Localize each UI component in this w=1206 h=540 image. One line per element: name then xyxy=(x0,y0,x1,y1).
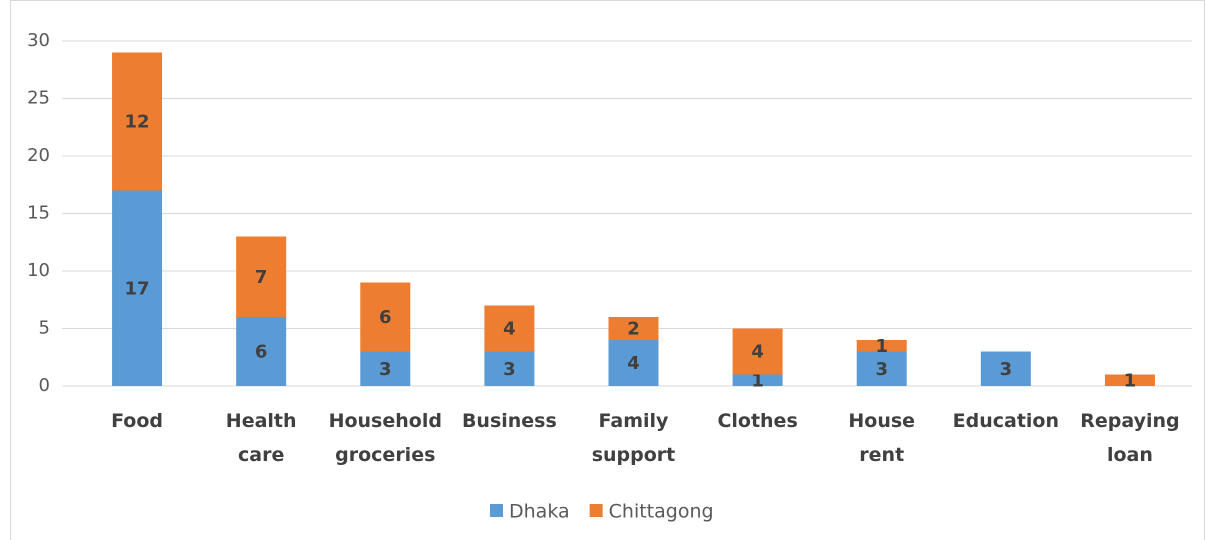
y-tick-label: 25 xyxy=(27,88,50,109)
data-label: 3 xyxy=(503,359,516,380)
bar-segment xyxy=(236,317,287,386)
x-tick-label: Business xyxy=(462,410,557,432)
bar-segment xyxy=(980,351,1031,386)
y-tick-label: 0 xyxy=(39,375,50,396)
x-tick-label: Health care xyxy=(226,410,297,466)
bar-segment xyxy=(856,351,907,386)
x-tick-label: Family support xyxy=(592,410,676,466)
bar-segment xyxy=(732,328,783,375)
y-tick-label: 20 xyxy=(27,145,50,166)
data-label: 3 xyxy=(1000,359,1013,380)
x-tick-label: Household groceries xyxy=(329,410,442,466)
x-tick-label: Food xyxy=(111,410,163,432)
bar-segment xyxy=(112,190,163,386)
data-label: 12 xyxy=(125,112,150,133)
data-label: 3 xyxy=(379,359,392,380)
data-label: 6 xyxy=(379,307,392,328)
data-label: 1 xyxy=(875,336,888,357)
legend-label: Dhaka xyxy=(509,501,570,523)
bar-segment xyxy=(484,305,535,352)
x-tick-label: Repaying loan xyxy=(1080,410,1179,466)
bar-segment xyxy=(1104,374,1155,386)
x-tick-label: House rent xyxy=(848,410,915,466)
y-tick-label: 5 xyxy=(39,318,50,339)
data-label: 4 xyxy=(627,353,640,374)
bar-segment xyxy=(732,374,783,386)
data-label: 1 xyxy=(1124,370,1137,391)
x-tick-label: Education xyxy=(953,410,1059,432)
data-label: 7 xyxy=(255,267,268,288)
data-label: 2 xyxy=(627,319,640,340)
y-tick-label: 30 xyxy=(27,30,50,51)
bar-segment xyxy=(360,282,411,352)
y-tick-label: 10 xyxy=(27,260,50,281)
bar-segment xyxy=(484,351,535,386)
x-tick-label: Clothes xyxy=(717,410,797,432)
data-label: 1 xyxy=(751,370,764,391)
legend-label: Chittagong xyxy=(609,501,714,523)
bar-segment xyxy=(236,236,287,317)
bar-segment xyxy=(360,351,411,386)
legend-swatch xyxy=(490,504,503,517)
data-label: 4 xyxy=(751,342,764,363)
bar-segment xyxy=(608,340,659,386)
bar-segment xyxy=(112,52,163,191)
bar-segment xyxy=(856,340,907,352)
legend-swatch xyxy=(589,504,603,517)
data-label: 3 xyxy=(875,359,888,380)
data-label: 17 xyxy=(125,278,150,299)
y-tick-label: 15 xyxy=(27,203,50,224)
bar-segment xyxy=(608,317,659,340)
chart-frame xyxy=(10,0,1205,540)
data-label: 6 xyxy=(255,342,268,363)
data-label: 4 xyxy=(503,319,516,340)
